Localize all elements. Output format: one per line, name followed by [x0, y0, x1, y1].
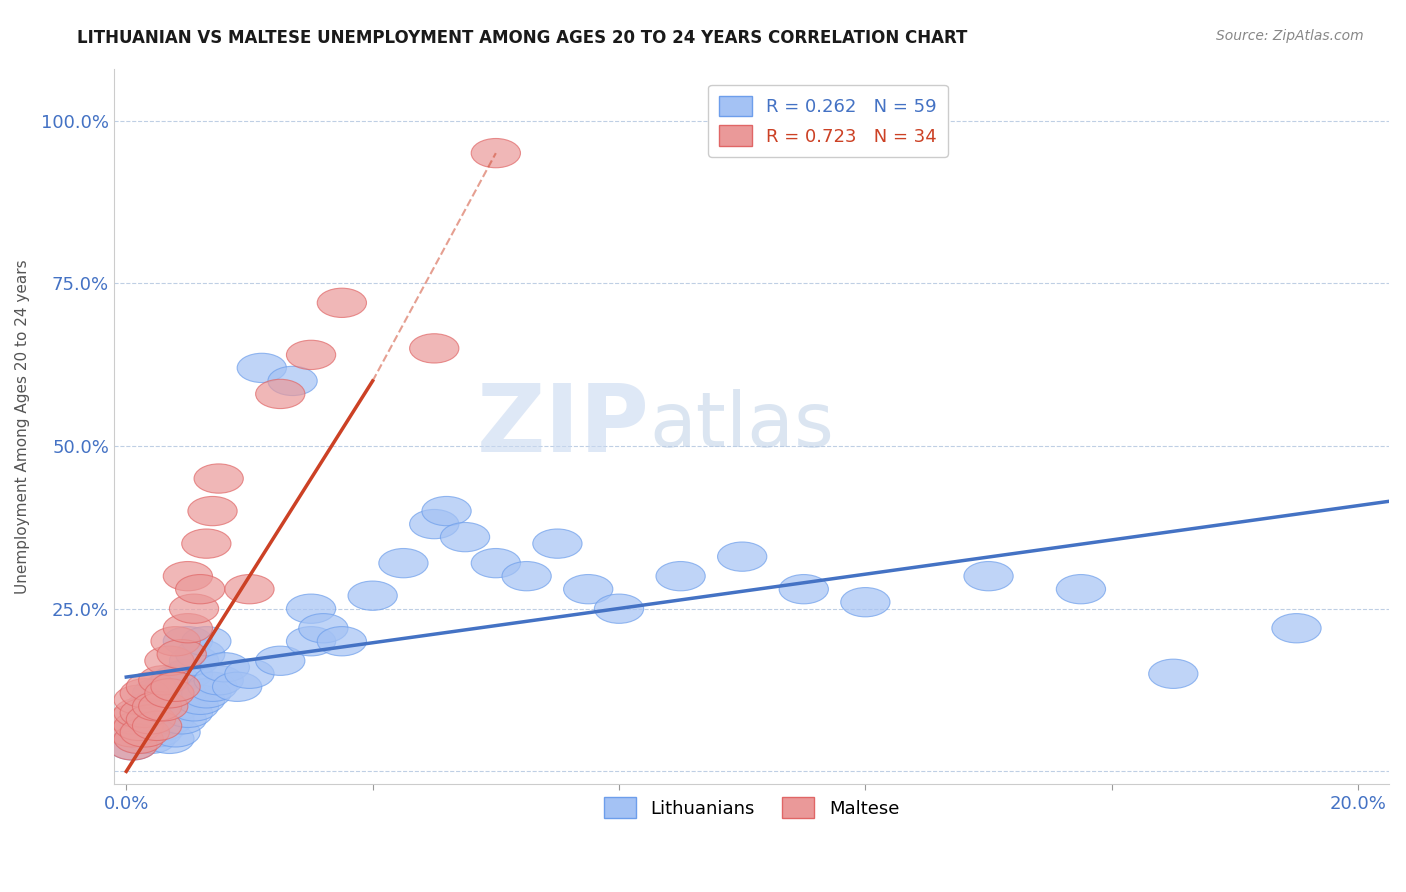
Ellipse shape — [595, 594, 644, 624]
Ellipse shape — [422, 497, 471, 525]
Ellipse shape — [114, 724, 163, 754]
Ellipse shape — [409, 334, 458, 363]
Ellipse shape — [181, 529, 231, 558]
Ellipse shape — [120, 679, 169, 708]
Ellipse shape — [287, 340, 336, 369]
Ellipse shape — [181, 679, 231, 708]
Ellipse shape — [120, 698, 169, 728]
Ellipse shape — [287, 594, 336, 624]
Ellipse shape — [181, 626, 231, 656]
Ellipse shape — [318, 288, 367, 318]
Ellipse shape — [145, 705, 194, 734]
Ellipse shape — [471, 549, 520, 578]
Ellipse shape — [139, 685, 188, 714]
Ellipse shape — [176, 574, 225, 604]
Ellipse shape — [194, 665, 243, 695]
Ellipse shape — [132, 691, 181, 721]
Ellipse shape — [1272, 614, 1322, 643]
Ellipse shape — [150, 718, 200, 747]
Ellipse shape — [200, 653, 249, 681]
Ellipse shape — [114, 724, 163, 754]
Ellipse shape — [114, 685, 163, 714]
Ellipse shape — [269, 367, 318, 395]
Ellipse shape — [194, 464, 243, 493]
Ellipse shape — [120, 718, 169, 747]
Text: LITHUANIAN VS MALTESE UNEMPLOYMENT AMONG AGES 20 TO 24 YEARS CORRELATION CHART: LITHUANIAN VS MALTESE UNEMPLOYMENT AMONG… — [77, 29, 967, 47]
Ellipse shape — [169, 646, 219, 675]
Ellipse shape — [564, 574, 613, 604]
Ellipse shape — [349, 581, 398, 610]
Ellipse shape — [145, 724, 194, 754]
Ellipse shape — [169, 691, 219, 721]
Ellipse shape — [502, 562, 551, 591]
Ellipse shape — [225, 574, 274, 604]
Ellipse shape — [1149, 659, 1198, 689]
Ellipse shape — [139, 691, 188, 721]
Ellipse shape — [163, 698, 212, 728]
Ellipse shape — [132, 698, 181, 728]
Ellipse shape — [127, 691, 176, 721]
Ellipse shape — [145, 646, 194, 675]
Legend: Lithuanians, Maltese: Lithuanians, Maltese — [596, 790, 907, 825]
Ellipse shape — [139, 711, 188, 740]
Ellipse shape — [127, 705, 176, 734]
Ellipse shape — [132, 679, 181, 708]
Ellipse shape — [150, 691, 200, 721]
Ellipse shape — [238, 353, 287, 383]
Ellipse shape — [127, 724, 176, 754]
Ellipse shape — [440, 523, 489, 552]
Ellipse shape — [287, 626, 336, 656]
Ellipse shape — [212, 673, 262, 701]
Ellipse shape — [318, 626, 367, 656]
Ellipse shape — [150, 665, 200, 695]
Ellipse shape — [132, 711, 181, 740]
Ellipse shape — [114, 698, 163, 728]
Ellipse shape — [132, 718, 181, 747]
Ellipse shape — [139, 665, 188, 695]
Ellipse shape — [225, 659, 274, 689]
Ellipse shape — [108, 731, 157, 760]
Ellipse shape — [150, 626, 200, 656]
Text: Source: ZipAtlas.com: Source: ZipAtlas.com — [1216, 29, 1364, 44]
Ellipse shape — [176, 685, 225, 714]
Text: ZIP: ZIP — [477, 381, 650, 473]
Ellipse shape — [163, 614, 212, 643]
Ellipse shape — [114, 711, 163, 740]
Ellipse shape — [409, 509, 458, 539]
Ellipse shape — [657, 562, 706, 591]
Ellipse shape — [120, 718, 169, 747]
Ellipse shape — [188, 673, 238, 701]
Ellipse shape — [127, 705, 176, 734]
Text: atlas: atlas — [650, 390, 834, 464]
Ellipse shape — [188, 497, 238, 525]
Ellipse shape — [127, 673, 176, 701]
Ellipse shape — [163, 626, 212, 656]
Ellipse shape — [298, 614, 349, 643]
Ellipse shape — [256, 646, 305, 675]
Ellipse shape — [378, 549, 427, 578]
Ellipse shape — [120, 711, 169, 740]
Ellipse shape — [779, 574, 828, 604]
Ellipse shape — [108, 718, 157, 747]
Ellipse shape — [841, 588, 890, 617]
Ellipse shape — [163, 659, 212, 689]
Ellipse shape — [157, 679, 207, 708]
Ellipse shape — [717, 542, 766, 571]
Ellipse shape — [145, 673, 194, 701]
Ellipse shape — [256, 379, 305, 409]
Ellipse shape — [471, 138, 520, 168]
Ellipse shape — [1056, 574, 1105, 604]
Ellipse shape — [157, 640, 207, 669]
Ellipse shape — [145, 679, 194, 708]
Ellipse shape — [108, 731, 157, 760]
Y-axis label: Unemployment Among Ages 20 to 24 years: Unemployment Among Ages 20 to 24 years — [15, 260, 30, 594]
Ellipse shape — [169, 594, 219, 624]
Ellipse shape — [965, 562, 1014, 591]
Ellipse shape — [176, 640, 225, 669]
Ellipse shape — [157, 705, 207, 734]
Ellipse shape — [108, 705, 157, 734]
Ellipse shape — [533, 529, 582, 558]
Ellipse shape — [150, 673, 200, 701]
Ellipse shape — [163, 562, 212, 591]
